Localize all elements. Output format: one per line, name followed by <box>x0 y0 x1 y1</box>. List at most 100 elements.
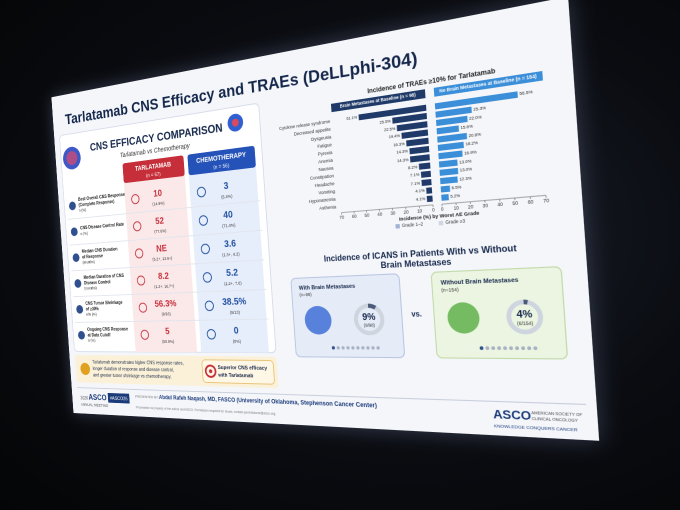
grade-legend-label: Grade 1–2 <box>402 222 424 228</box>
value-label: 12.3% <box>459 175 472 181</box>
row-value: 0 <box>233 325 239 336</box>
row-value: 56.3% <box>154 298 177 309</box>
chemotherapy-column <box>187 145 269 353</box>
row-value-detail: (1.2+, 16.7+) <box>154 283 175 289</box>
tagline: KNOWLEDGE CONQUERS CANCER <box>494 424 579 433</box>
value-label: 56.5% <box>519 90 533 97</box>
value-label: 20.8% <box>468 132 481 139</box>
category-label: Asthenia <box>319 204 337 211</box>
x-tick-label: 0 <box>432 208 435 213</box>
column-n: (n = 56) <box>213 163 230 172</box>
x-tick-label: 40 <box>497 202 503 208</box>
value-label: 13.0% <box>460 167 473 173</box>
society-name: CLINICAL ONCOLOGY <box>532 416 579 423</box>
value-label: 5.2% <box>450 193 460 199</box>
row-value: 40 <box>223 209 233 221</box>
row-value-detail: (50.0%) <box>162 339 175 344</box>
meeting-year: 2026 <box>80 395 88 400</box>
row-value-detail: (1.2+, 7.0) <box>224 280 242 286</box>
versus: vs. <box>411 310 422 319</box>
group-n: (n=154) <box>441 286 460 293</box>
x-tick-label: 10 <box>417 209 422 214</box>
group-n: (n=98) <box>299 292 312 298</box>
value-label: 25.3% <box>473 105 486 112</box>
bar <box>420 170 432 178</box>
group-name: Without Brain Metastases <box>440 277 519 288</box>
notice: Presentation is property of the author a… <box>136 405 277 416</box>
category-label: Headache <box>315 180 336 188</box>
screen: Tarlatamab CNS Efficacy and TRAEs (DeLLp… <box>0 0 600 444</box>
row-value-detail: (71.4%) <box>222 222 236 229</box>
x-tick-label: 40 <box>377 212 382 217</box>
value-label: 8.2% <box>408 164 418 170</box>
row-label: CNS Disease Control Rate <box>80 222 125 231</box>
row-label: of ≥30% <box>86 306 99 311</box>
x-tick-label: 70 <box>543 198 549 204</box>
row-label: (months) <box>84 285 97 290</box>
row-value: 5.2 <box>226 267 239 279</box>
row-label: CNS Tumor Shrinkage <box>85 300 123 306</box>
fraction-label: (6/154) <box>517 321 534 326</box>
bar <box>418 162 431 170</box>
x-tick-label: 20 <box>404 210 409 215</box>
column-n: (n = 67) <box>146 171 161 179</box>
percent-label: 4% <box>516 308 533 320</box>
percent-label: 9% <box>362 311 376 322</box>
value-label: 4.1% <box>416 197 426 203</box>
value-label: 6.5% <box>451 185 461 191</box>
x-tick-label: 50 <box>364 213 369 218</box>
category-label: Nausea <box>318 165 334 173</box>
x-tick-label: 30 <box>390 211 395 216</box>
meeting-name: ANNUAL MEETING <box>81 402 109 408</box>
bar <box>441 194 449 201</box>
row-label: (Complete Response) <box>78 199 115 208</box>
x-tick-label: 70 <box>339 215 344 220</box>
row-label: n (%) <box>80 230 88 236</box>
summary-text: Tarlatamab demonstrates higher CNS respo… <box>92 359 184 365</box>
value-label: 51.1% <box>346 115 357 121</box>
row-label: of Response <box>82 253 104 259</box>
bar <box>440 185 451 193</box>
value-label: 16.3% <box>393 141 405 147</box>
grade-swatch <box>438 220 444 226</box>
x-tick-label: 30 <box>482 203 488 209</box>
summary: Tarlatamab demonstrates higher CNS respo… <box>92 359 184 379</box>
row-label: Median CNS Duration <box>82 246 118 254</box>
callout-text: with Tarlatamab <box>217 372 254 379</box>
tarlatamab-column <box>122 155 198 353</box>
row-value-detail: (77.6%) <box>154 228 167 234</box>
tarlatamab-header <box>122 155 185 184</box>
value-label: 16.9% <box>464 149 477 156</box>
row-value-detail: (5/13) <box>230 310 241 316</box>
grade-legend-label: Grade ≥3 <box>445 219 465 225</box>
value-label: 25.5% <box>379 118 391 124</box>
chemotherapy-header <box>187 145 256 176</box>
row-label: n (%) <box>79 207 87 213</box>
category-label: Hyponatremia <box>309 196 337 204</box>
row-label: (months) <box>82 259 95 265</box>
row-value: 52 <box>155 215 164 226</box>
row-value: 5 <box>165 326 170 336</box>
group-name: With Brain Metastases <box>299 283 356 292</box>
x-tick-label: 60 <box>528 200 534 206</box>
value-label: 4.1% <box>415 188 425 194</box>
meeting-brand: ASCO <box>88 393 107 403</box>
summary-text: and greater tumor shrinkage vs chemother… <box>93 372 172 379</box>
row-value-detail: (9/16) <box>161 311 171 316</box>
row-value-detail: (5.2+, 13.6+) <box>152 255 173 261</box>
asco-logo: ASCO <box>493 408 533 424</box>
summary-text: longer duration of response and disease … <box>93 366 175 373</box>
row-value-detail: (0%) <box>233 339 242 344</box>
value-label: 19.4% <box>389 133 401 139</box>
value-label: 13.0% <box>459 158 472 164</box>
row-value: 10 <box>153 188 162 199</box>
row-value: 3.6 <box>224 238 237 250</box>
hashtag: #ASCO26 <box>110 396 128 403</box>
icans-card <box>291 274 405 358</box>
bar <box>421 179 432 187</box>
row-label: Disease Control <box>84 279 111 285</box>
value-label: 7.1% <box>410 172 420 178</box>
x-tick-label: 0 <box>441 207 444 212</box>
